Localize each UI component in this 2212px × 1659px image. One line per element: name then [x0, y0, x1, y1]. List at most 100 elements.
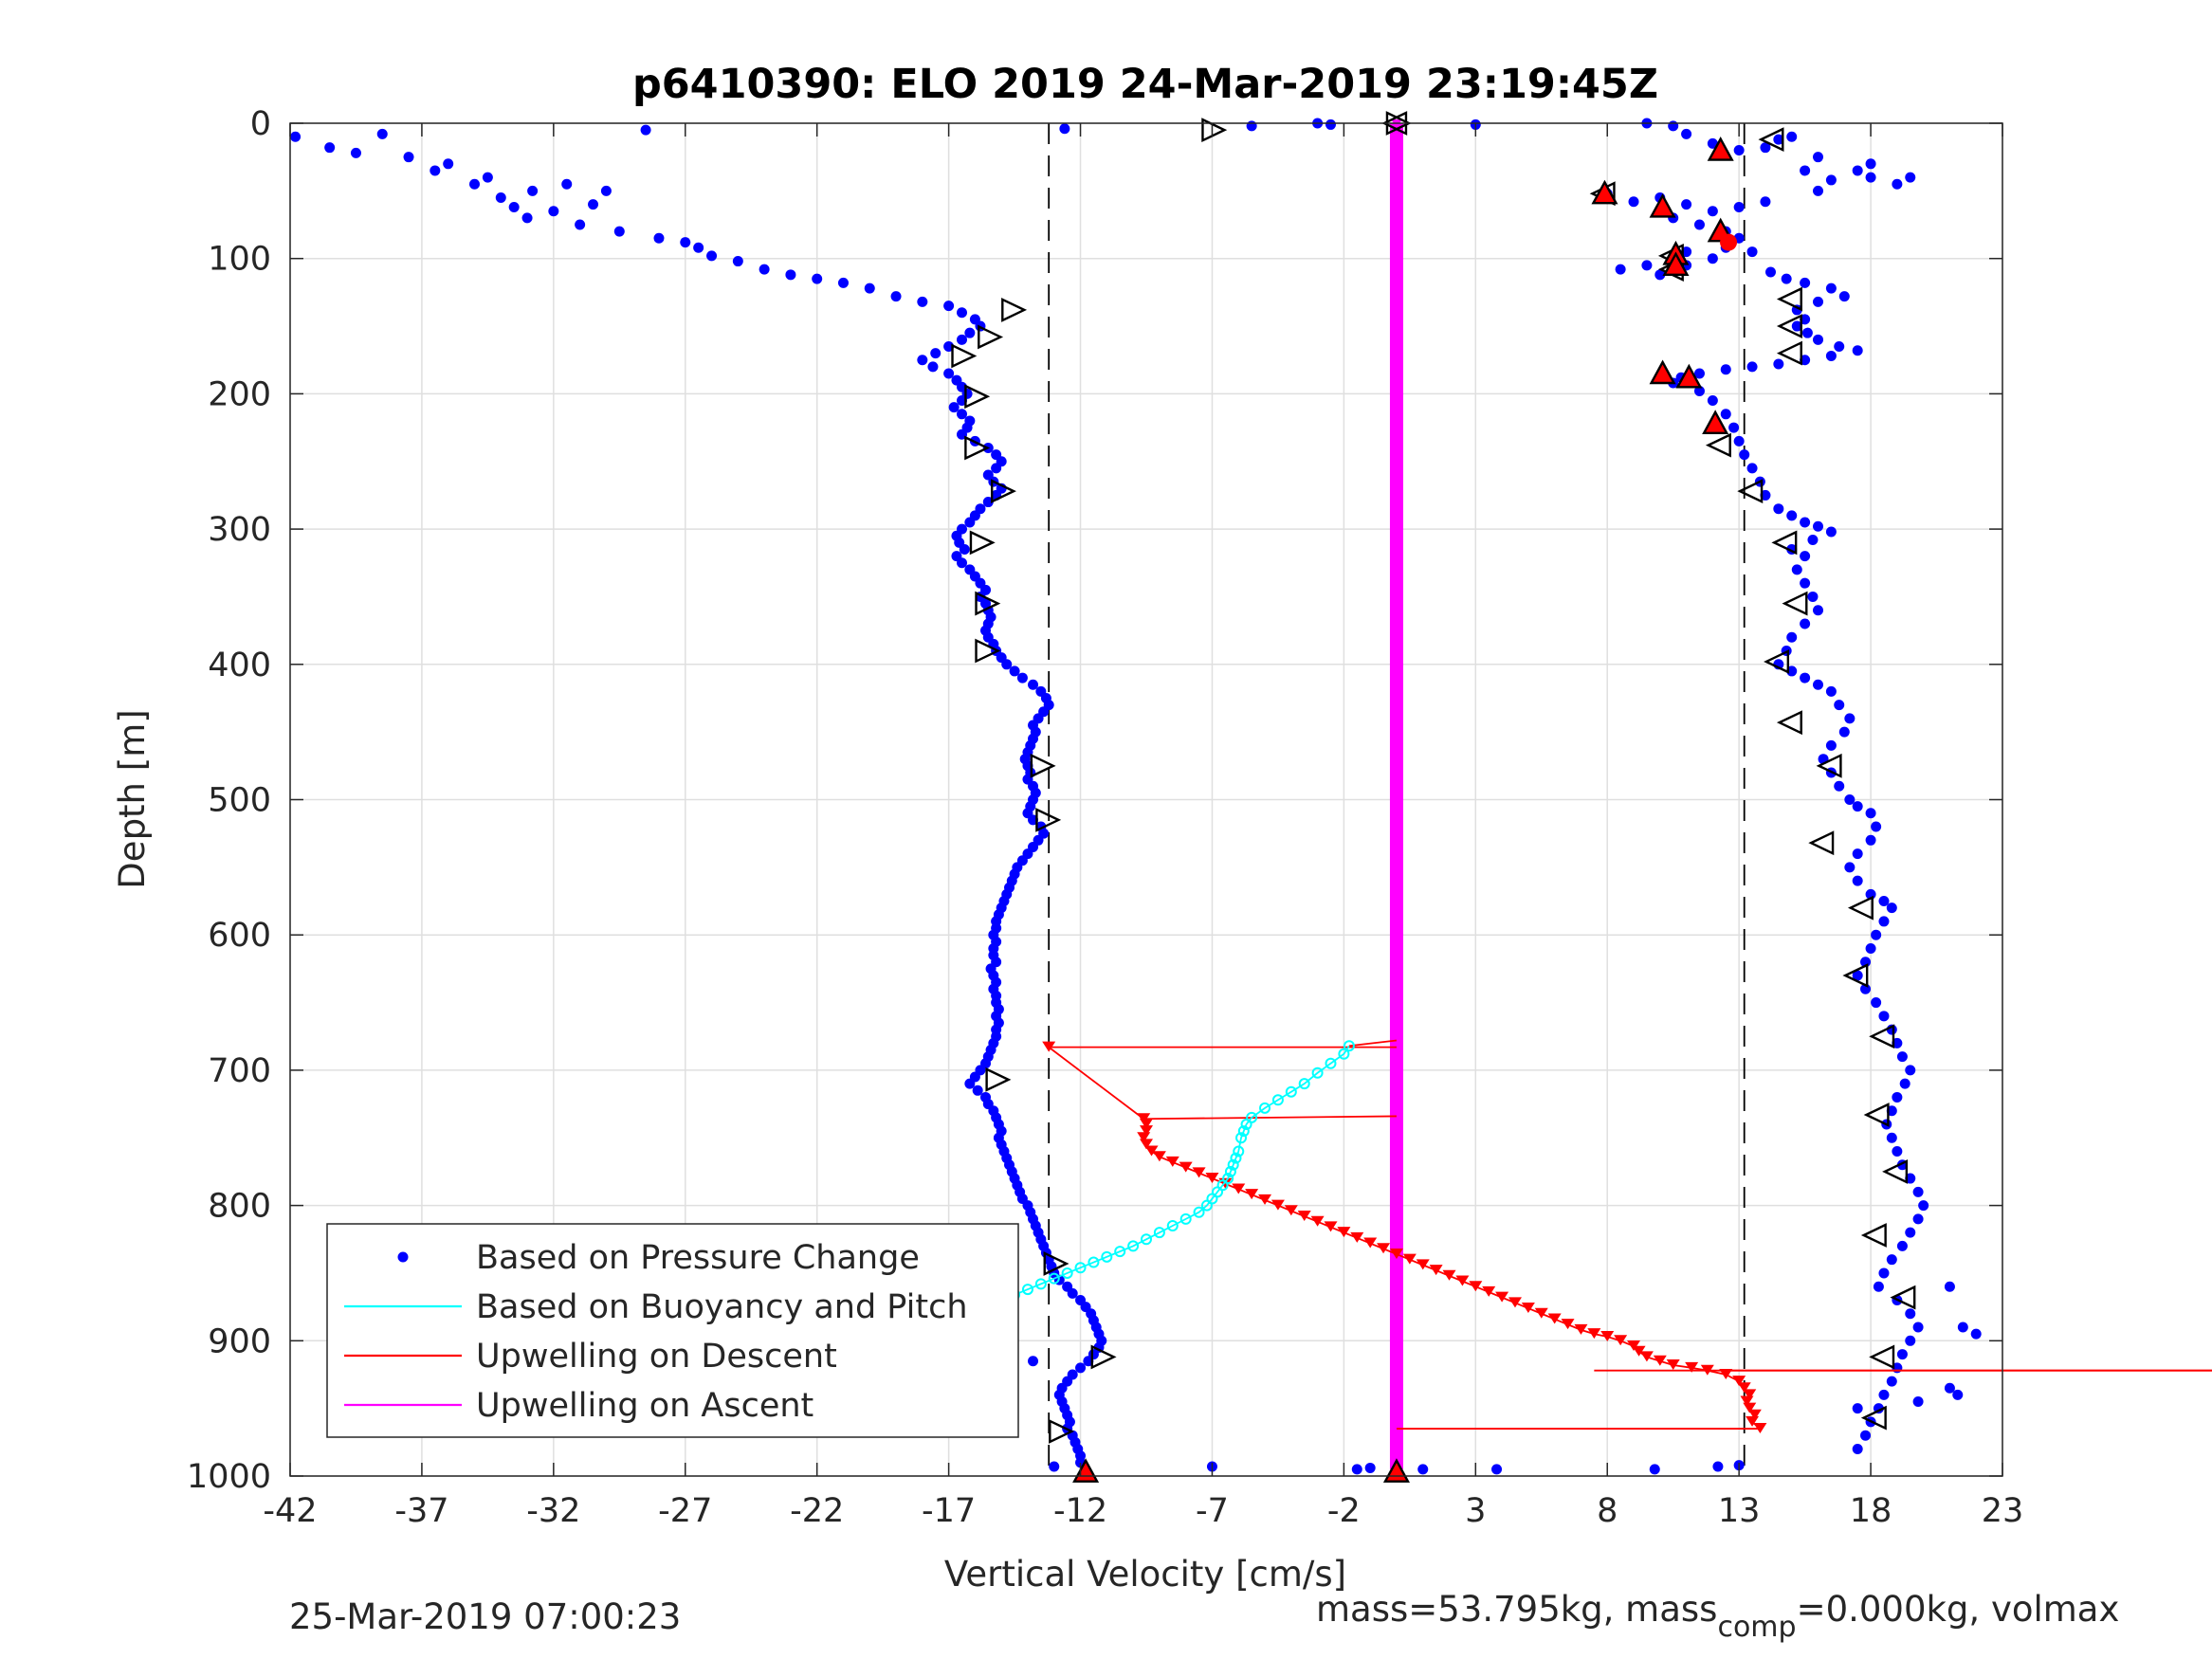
upwelling-ascent-marker: [1390, 909, 1402, 918]
pressure-change-point: [943, 301, 955, 312]
pressure-change-point: [1825, 283, 1837, 294]
pressure-change-point: [1865, 834, 1876, 846]
upwelling-descent-marker: [1495, 1291, 1509, 1303]
upwelling-ascent-marker: [1390, 866, 1402, 874]
pressure-change-point: [600, 185, 612, 196]
buoyancy-pitch-point: [1061, 1267, 1073, 1279]
ascent-direction-marker: [1847, 895, 1874, 921]
timestamp-footer: 25-Mar-2019 07:00:23: [289, 1596, 681, 1637]
pressure-change-point: [1786, 510, 1798, 521]
pressure-change-point: [1773, 134, 1784, 145]
upwelling-ascent-marker: [1390, 1277, 1402, 1285]
pressure-change-point: [1746, 246, 1758, 258]
y-tick-label: 0: [250, 105, 271, 143]
pressure-change-point: [1720, 364, 1731, 375]
pressure-change-point: [653, 232, 665, 244]
upwelling-ascent-marker: [1390, 855, 1402, 864]
upwelling-ascent-marker: [1390, 1083, 1402, 1091]
x-tick-label: -17: [922, 1492, 976, 1530]
pressure-change-point: [1912, 1322, 1924, 1333]
pressure-change-point: [588, 199, 599, 210]
upwelling-ascent-marker: [1390, 1287, 1402, 1296]
descent-direction-marker: [975, 638, 1001, 664]
pressure-change-point: [1059, 123, 1070, 135]
x-tick-label: -2: [1327, 1492, 1361, 1530]
upwelling-descent-marker: [1737, 1382, 1751, 1394]
pressure-change-point: [1834, 700, 1845, 711]
pressure-change-point: [1813, 334, 1824, 345]
pressure-change-point: [1912, 1213, 1924, 1225]
upwelling-descent-marker: [1152, 1151, 1166, 1162]
ascent-direction-marker: [1764, 649, 1790, 674]
pressure-change-point: [1871, 929, 1882, 940]
buoyancy-pitch-point: [1222, 1173, 1234, 1185]
upwelling-ascent-marker: [1390, 498, 1402, 506]
upwelling-descent-marker: [1746, 1415, 1760, 1427]
pressure-change-point: [1693, 368, 1705, 379]
buoyancy-pitch-point: [1127, 1240, 1140, 1252]
upwelling-ascent-marker: [1390, 173, 1402, 182]
pressure-change-point: [1813, 152, 1824, 163]
pressure-change-point: [1733, 145, 1745, 156]
red-flag-marker: [1649, 359, 1676, 385]
ascent-direction-marker: [1776, 710, 1802, 736]
pressure-change-point: [1800, 277, 1811, 288]
upwelling-ascent-marker: [1390, 920, 1402, 928]
upwelling-ascent-marker: [1390, 898, 1402, 906]
upwelling-ascent-marker: [1390, 628, 1402, 636]
red-flag-marker: [1675, 363, 1703, 389]
pressure-change-point: [964, 517, 976, 528]
legend[interactable]: Based on Pressure Change Based on Buoyanc…: [326, 1223, 1019, 1438]
upwelling-ascent-marker: [1390, 682, 1402, 690]
series-layer: [290, 111, 2212, 1483]
pressure-change-point: [1886, 1376, 1897, 1387]
pressure-change-point: [1892, 1146, 1903, 1158]
upwelling-ascent-marker: [1390, 747, 1402, 756]
upwelling-ascent-marker: [1390, 1417, 1402, 1426]
upwelling-descent-marker: [1653, 1355, 1667, 1366]
descent-direction-marker: [985, 1066, 1012, 1092]
upwelling-ascent-marker: [1390, 1299, 1402, 1307]
upwelling-descent-marker: [1719, 1368, 1733, 1379]
upwelling-ascent-marker: [1390, 1201, 1402, 1210]
upwelling-ascent-marker: [1390, 974, 1402, 982]
descent-direction-marker: [975, 591, 1001, 616]
buoyancy-pitch-point: [1338, 1048, 1350, 1060]
upwelling-ascent-marker: [1390, 238, 1402, 246]
pressure-change-point: [1707, 253, 1718, 264]
pressure-change-point: [1325, 118, 1336, 130]
pressure-change-point: [1892, 1091, 1903, 1103]
upwelling-ascent-marker: [1390, 1429, 1402, 1437]
upwelling-descent-marker: [1192, 1167, 1206, 1178]
pressure-change-point: [1760, 196, 1771, 208]
buoyancy-pitch-point: [1088, 1256, 1100, 1268]
upwelling-descent-marker: [1429, 1265, 1443, 1276]
pressure-change-point: [403, 152, 414, 163]
upwelling-ascent-marker: [1390, 1147, 1402, 1156]
pressure-change-point: [1952, 1389, 1964, 1400]
upwelling-descent-marker: [1732, 1376, 1746, 1387]
upwelling-descent-marker: [1521, 1303, 1535, 1314]
descent-direction-marker: [951, 343, 978, 369]
upwelling-ascent-marker: [1390, 1450, 1402, 1459]
y-axis-label: Depth [m]: [112, 709, 153, 888]
upwelling-descent-marker: [1482, 1285, 1496, 1297]
ascent-direction-marker: [1869, 1024, 1895, 1049]
pressure-change-point: [1733, 201, 1745, 212]
pressure-change-point: [324, 142, 336, 154]
upwelling-ascent-marker: [1390, 248, 1402, 257]
pressure-change-point: [1009, 665, 1020, 677]
upwelling-ascent-marker: [1390, 390, 1402, 398]
upwelling-ascent-marker: [1390, 433, 1402, 442]
buoyancy-pitch-point: [1259, 1102, 1271, 1114]
pressure-change-point: [1844, 794, 1856, 805]
pressure-change-point: [1878, 916, 1890, 927]
pressure-change-point: [1016, 672, 1028, 684]
upwelling-ascent-marker: [1390, 206, 1402, 214]
upwelling-descent-marker: [1245, 1189, 1259, 1200]
pressure-change-point: [706, 250, 718, 262]
upwelling-descent-marker: [1144, 1145, 1159, 1157]
upwelling-descent-connector: [1348, 1039, 1398, 1048]
pressure-change-point: [613, 226, 625, 237]
pressure-change-point: [1693, 386, 1705, 397]
